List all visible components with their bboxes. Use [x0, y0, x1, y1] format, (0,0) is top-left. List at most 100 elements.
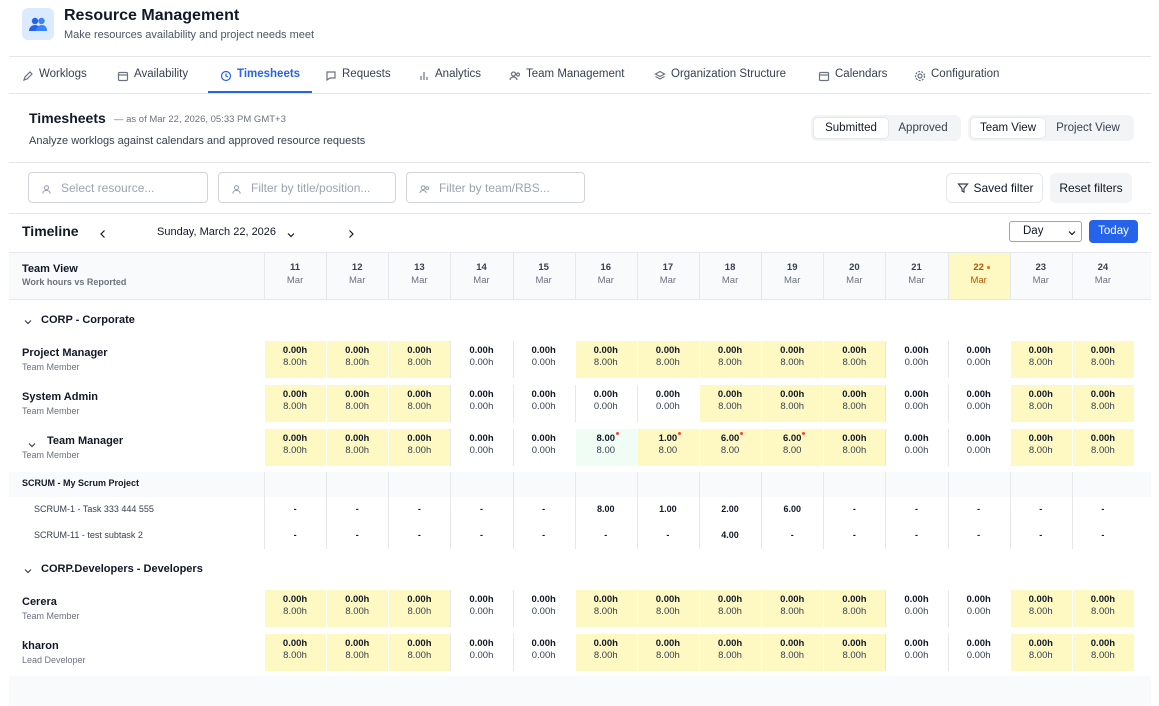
member-name[interactable]: Cerera	[22, 596, 57, 608]
member-name[interactable]: Project Manager	[22, 347, 108, 359]
reported-hours: 0.00h	[966, 594, 991, 605]
column-line	[512, 472, 514, 549]
timesheet-cell	[388, 634, 451, 671]
reported-hours: 0.00h	[904, 638, 929, 649]
tab[interactable]: Analytics	[435, 68, 482, 80]
day-column-header	[326, 253, 388, 299]
timesheet-cell	[823, 429, 886, 466]
project-name: SCRUM - My Scrum Project	[22, 478, 140, 488]
next-button[interactable]	[345, 227, 357, 239]
planned-hours: 8.00h	[780, 401, 805, 412]
tab-icon	[818, 69, 830, 82]
day-number: 11	[290, 262, 301, 273]
planned-hours: 8.00h	[407, 445, 432, 456]
reported-hours: 0.00h	[282, 345, 308, 356]
reported-hours: 0.00h	[842, 594, 867, 605]
expand-chevron[interactable]	[22, 564, 34, 576]
member-name[interactable]: kharon	[22, 640, 59, 652]
reported-hours: 0.00h	[904, 345, 929, 356]
planned-hours: 0.00h	[469, 650, 494, 661]
planned-hours: 8.00h	[345, 650, 370, 661]
planned-hours: 0.00h	[904, 445, 929, 456]
tab[interactable]: Team Management	[526, 68, 625, 80]
planned-hours: 8.00	[782, 445, 802, 456]
reported-hours: 0.00h	[345, 345, 370, 356]
timesheet-cell	[699, 385, 762, 422]
planned-hours: 8.00	[658, 445, 678, 456]
toggle-option[interactable]: Project View	[1056, 122, 1120, 134]
planned-hours: 8.00h	[1028, 401, 1053, 412]
filter-icon	[419, 182, 430, 194]
reported-hours: 0.00h	[842, 638, 867, 649]
today-button[interactable]: Today	[1089, 220, 1138, 243]
timesheet-cell	[885, 341, 948, 378]
reported-hours: 0.00h	[717, 638, 743, 649]
saved-filter-button[interactable]: Saved filter	[946, 173, 1043, 203]
filter-input[interactable]: Filter by title/position...	[218, 172, 396, 203]
day-number: 12	[351, 262, 363, 273]
planned-hours: 8.00h	[656, 650, 680, 661]
filter-input[interactable]: Select resource...	[28, 172, 208, 203]
timesheet-cell	[699, 429, 762, 466]
task-hours: -	[293, 504, 297, 514]
reported-hours: 0.00h	[780, 594, 805, 605]
day-month: Mar	[349, 275, 366, 286]
toggle-option[interactable]: Team View	[971, 118, 1045, 138]
reported-hours: 0.00h	[780, 638, 805, 649]
toggle-option[interactable]: Submitted	[814, 118, 888, 138]
timesheet-cell	[264, 590, 327, 627]
member-role: Team Member	[22, 450, 80, 460]
reported-hours: 0.00h	[1090, 389, 1116, 400]
timesheet-cell	[574, 590, 637, 627]
tab[interactable]: Organization Structure	[671, 68, 787, 80]
tab-icon	[220, 69, 232, 82]
task-hours: -	[542, 504, 546, 514]
day-column-header	[264, 253, 326, 299]
planned-hours: 8.00h	[283, 357, 307, 368]
task-hours: 8.00	[597, 504, 615, 514]
group-name[interactable]: CORP - Corporate	[41, 314, 135, 326]
timesheet-cell	[574, 634, 637, 671]
reported-hours: 0.00h	[282, 433, 308, 444]
timesheet-cell	[823, 341, 886, 378]
reported-hours: 0.00h	[966, 345, 991, 356]
reported-hours: 0.00h	[966, 638, 991, 649]
reported-hours: 0.00h	[842, 345, 867, 356]
filter-input[interactable]: Filter by team/RBS...	[406, 172, 585, 203]
toggle-option[interactable]: Approved	[898, 122, 948, 134]
scale-select[interactable]: Day	[1009, 221, 1082, 242]
timesheet-cell	[823, 385, 886, 422]
filter-icon	[231, 182, 242, 194]
timesheet-cell	[1009, 429, 1072, 466]
tab[interactable]: Configuration	[931, 68, 1000, 80]
day-column-header	[574, 253, 637, 299]
planned-hours: 8.00h	[1091, 357, 1115, 368]
timesheet-cell	[264, 341, 327, 378]
tab[interactable]: Worklogs	[39, 68, 87, 80]
reported-hours: 0.00h	[966, 389, 991, 400]
day-month: Mar	[908, 275, 925, 286]
timesheet-cell	[761, 429, 824, 466]
day-month: Mar	[535, 275, 552, 286]
member-name[interactable]: Team Manager	[47, 435, 124, 447]
tab[interactable]: Timesheets	[237, 68, 301, 80]
prev-button[interactable]	[97, 227, 109, 239]
planned-hours: 8.00h	[1091, 445, 1115, 456]
task-hours: -	[417, 504, 421, 514]
tab[interactable]: Calendars	[835, 68, 888, 80]
column-line	[761, 472, 763, 549]
planned-hours: 8.00h	[283, 650, 307, 661]
group-name[interactable]: CORP.Developers - Developers	[41, 563, 203, 575]
tab[interactable]: Availability	[134, 68, 189, 80]
timesheet-cell	[823, 590, 886, 627]
column-line	[450, 472, 452, 549]
planned-hours: 0.00h	[904, 650, 929, 661]
day-number: 23	[1035, 262, 1047, 273]
timesheet-cell	[388, 385, 451, 422]
timesheet-cell	[326, 429, 389, 466]
expand-chevron[interactable]	[22, 315, 34, 327]
date-label[interactable]: Sunday, March 22, 2026	[157, 226, 277, 238]
reset-filters-button[interactable]: Reset filters	[1050, 173, 1132, 203]
member-name[interactable]: System Admin	[22, 391, 99, 403]
tab[interactable]: Requests	[342, 68, 391, 80]
